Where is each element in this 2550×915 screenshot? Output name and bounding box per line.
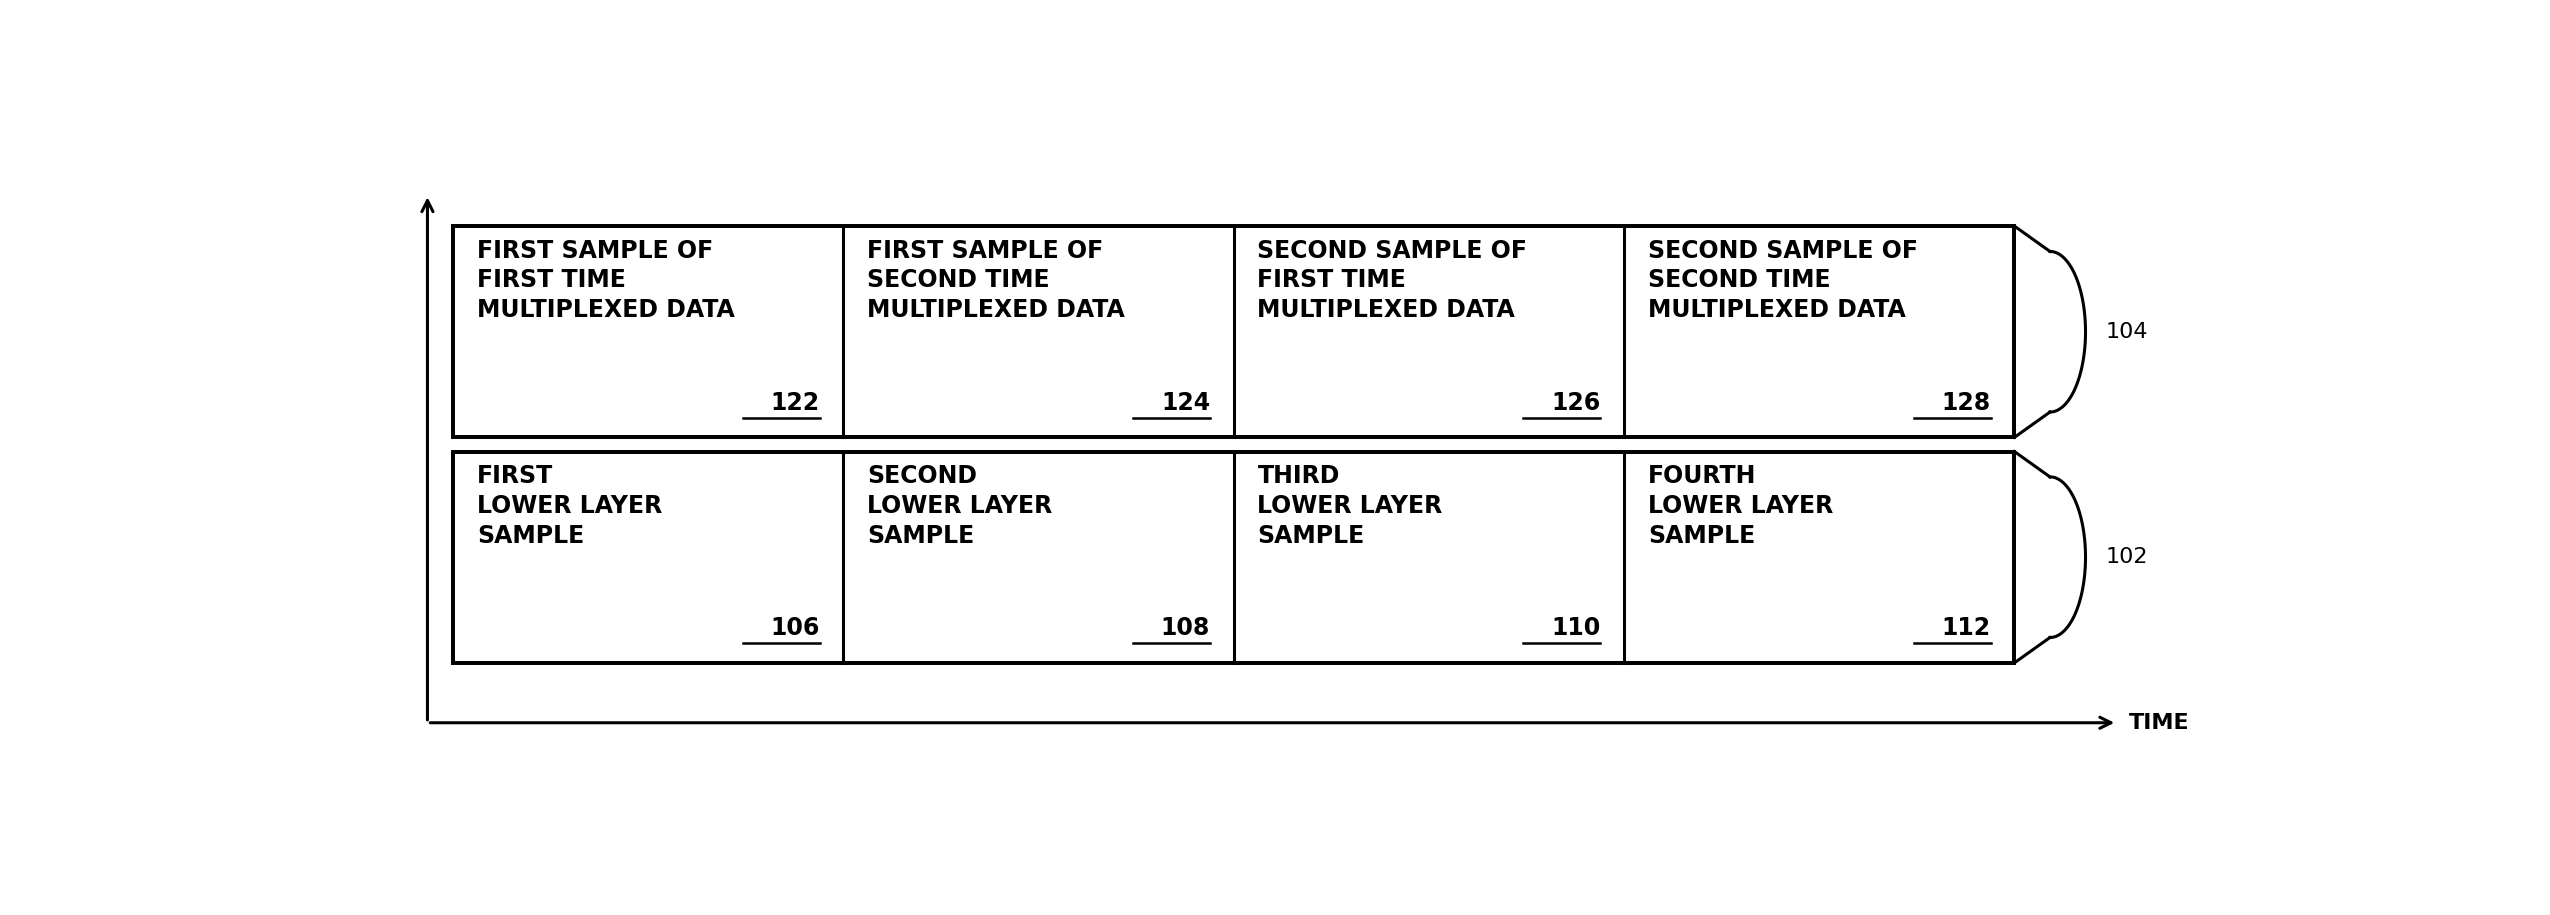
Text: FIRST SAMPLE OF
SECOND TIME
MULTIPLEXED DATA: FIRST SAMPLE OF SECOND TIME MULTIPLEXED … bbox=[867, 239, 1125, 322]
Text: 128: 128 bbox=[1941, 391, 1992, 414]
Text: 112: 112 bbox=[1941, 617, 1992, 640]
Bar bbox=[454, 451, 2015, 662]
Text: 104: 104 bbox=[2106, 322, 2147, 341]
Text: 102: 102 bbox=[2106, 547, 2147, 567]
Text: SECOND SAMPLE OF
FIRST TIME
MULTIPLEXED DATA: SECOND SAMPLE OF FIRST TIME MULTIPLEXED … bbox=[1257, 239, 1527, 322]
Text: THIRD
LOWER LAYER
SAMPLE: THIRD LOWER LAYER SAMPLE bbox=[1257, 464, 1443, 547]
Text: FOURTH
LOWER LAYER
SAMPLE: FOURTH LOWER LAYER SAMPLE bbox=[1647, 464, 1833, 547]
Text: 122: 122 bbox=[770, 391, 819, 414]
Text: FIRST
LOWER LAYER
SAMPLE: FIRST LOWER LAYER SAMPLE bbox=[477, 464, 663, 547]
Text: SECOND SAMPLE OF
SECOND TIME
MULTIPLEXED DATA: SECOND SAMPLE OF SECOND TIME MULTIPLEXED… bbox=[1647, 239, 1918, 322]
Text: SECOND
LOWER LAYER
SAMPLE: SECOND LOWER LAYER SAMPLE bbox=[867, 464, 1053, 547]
Text: 124: 124 bbox=[1160, 391, 1211, 414]
Text: 106: 106 bbox=[770, 617, 819, 640]
Text: TIME: TIME bbox=[2129, 713, 2190, 733]
Bar bbox=[454, 226, 2015, 437]
Text: FIRST SAMPLE OF
FIRST TIME
MULTIPLEXED DATA: FIRST SAMPLE OF FIRST TIME MULTIPLEXED D… bbox=[477, 239, 734, 322]
Text: 110: 110 bbox=[1550, 617, 1601, 640]
Text: 126: 126 bbox=[1550, 391, 1601, 414]
Text: 108: 108 bbox=[1160, 617, 1211, 640]
